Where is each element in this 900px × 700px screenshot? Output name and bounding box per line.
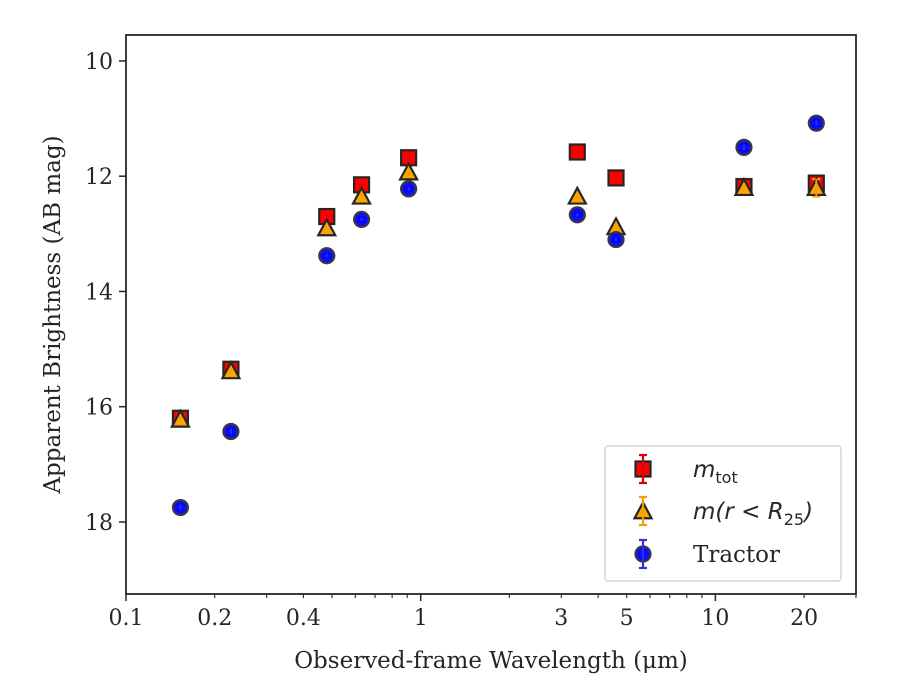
y-tick-label: 14 [85, 280, 113, 305]
y-tick-label: 16 [85, 396, 113, 421]
series-circle [171, 114, 825, 517]
x-tick-label: 20 [790, 606, 818, 631]
legend-label-main: m(r < R [693, 499, 784, 525]
x-tick-label: 3 [554, 606, 568, 631]
y-axis-label: Apparent Brightness (AB mag) [40, 135, 66, 494]
y-tick-label: 10 [85, 50, 113, 75]
plot-frame [125, 34, 857, 595]
legend-label-main: m [693, 457, 715, 483]
legend-label: mtot [693, 457, 738, 487]
legend-label: Tractor [693, 542, 780, 568]
legend-entry: Tractor [634, 538, 780, 570]
x-tick-label: 5 [620, 606, 634, 631]
y-axis-ticks: 10 12 14 16 18 [85, 50, 126, 536]
x-tick-label: 0.2 [197, 606, 232, 631]
x-tick-label: 10 [701, 606, 729, 631]
x-tick-label: 0.4 [286, 606, 321, 631]
legend-entry: mtot [634, 453, 738, 487]
legend-label-tail: ) [802, 499, 813, 525]
y-tick-label: 18 [85, 511, 113, 536]
legend-label-sub: 25 [784, 510, 804, 529]
series-triangle [170, 161, 827, 428]
legend-label: m(r < R25) [693, 499, 813, 529]
x-axis-ticks: 0.1 0.2 0.4 1 3 5 10 20 [109, 594, 857, 631]
legend-box [604, 445, 842, 582]
legend-entry: m(r < R25) [632, 495, 813, 529]
y-tick-label: 12 [85, 165, 113, 190]
legend: mtot m(r < R25) Tractor [604, 445, 842, 582]
legend-label-sub: tot [715, 468, 737, 487]
x-axis-label: Observed-frame Wavelength (μm) [294, 648, 688, 674]
x-tick-label: 1 [414, 606, 428, 631]
data-points [170, 114, 827, 517]
series-square [171, 143, 825, 427]
x-tick-label: 0.1 [109, 606, 144, 631]
